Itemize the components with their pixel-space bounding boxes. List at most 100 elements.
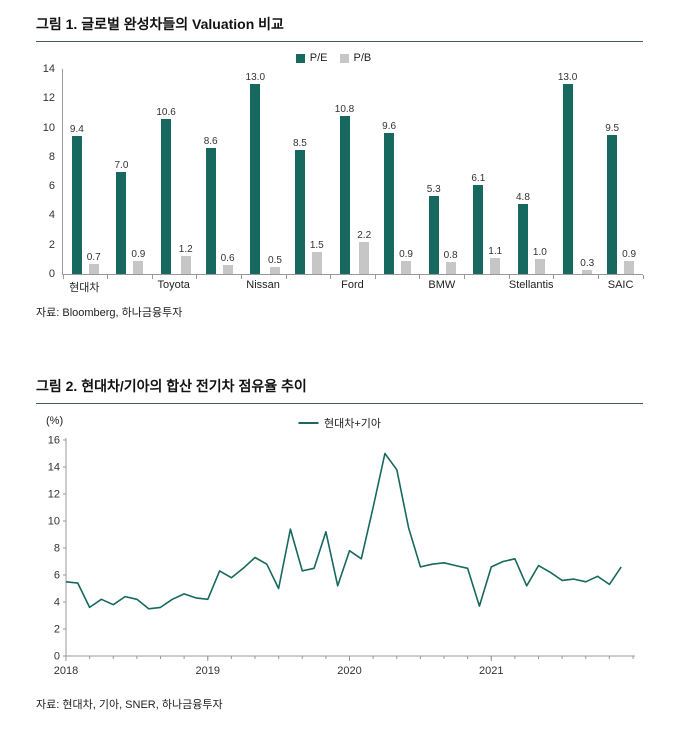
y-tick-label: 8 [54,543,60,555]
bar-value-label: 0.8 [443,250,458,262]
bar-column: 0.5 [268,255,282,274]
bar-value-label: 5.3 [426,184,441,196]
x-axis-tick [464,275,466,279]
bar-value-label: 0.7 [86,251,101,263]
pb-bar [88,263,99,274]
bar-column: 0.7 [87,252,101,274]
pe-bar [116,171,127,274]
x-axis-tick [107,275,109,279]
bar-value-label: 1.1 [488,245,503,257]
line-series [65,452,622,610]
x-tick-label: 2018 [54,665,78,677]
y-unit-label: (%) [46,415,64,427]
pb-bar [311,252,322,274]
pb-bar [133,260,144,274]
y-tick-label: 6 [48,180,55,193]
y-tick-label: 10 [42,121,55,134]
y-tick-label: 12 [48,489,60,501]
bar-group: 4.8 1.0 [509,69,554,274]
x-category-label [285,279,330,295]
bar-column: 1.2 [179,244,193,274]
y-tick-label: 14 [42,63,55,75]
pb-bar [534,259,545,274]
pb-bar [222,265,233,274]
pe-bar [517,203,528,274]
bar-column: 9.6 [382,121,396,274]
bar-group: 9.4 0.7 [63,69,108,274]
figure-2-section: 그림 2. 현대차/기아의 합산 전기차 점유율 추이 (%) 현대차+기아 0… [36,376,643,712]
x-category-label: 현대차 [69,282,100,294]
bar-column: 5.3 [427,184,441,274]
line-legend-label: 현대차+기아 [323,418,382,430]
bar-column: 6.1 [471,173,485,274]
bar-value-label: 1.0 [532,247,547,259]
y-tick-label: 6 [54,570,60,582]
bar-value-label: 9.4 [69,124,84,136]
bar-value-label: 8.5 [292,137,307,149]
bar-value-label: 0.3 [580,257,595,269]
bar-column: 9.4 [70,124,84,274]
bar-value-label: 9.6 [382,121,397,133]
figure-2-legend: 현대차+기아 [297,415,382,431]
figure-1-title: 그림 1. 글로벌 완성차들의 Valuation 비교 [36,14,643,42]
figure-1-plot-area: 0 2 4 6 8 10 12 14 9.4 0.7 7.0 0.9 10.6 1.2 8.6 0.6 13.… [36,63,644,280]
y-tick-label: 10 [48,516,60,528]
y-tick-label: 8 [48,150,55,163]
pb-bar [445,262,456,274]
report-page: 그림 1. 글로벌 완성차들의 Valuation 비교 P/E P/B 0 2 4… [36,14,644,712]
bar-group: 13.0 0.5 [241,69,286,274]
y-tick-label: 16 [48,435,60,447]
x-category-label: Stellantis [508,279,554,291]
x-category-label: BMW [428,279,456,291]
bar-column: 2.2 [357,230,371,274]
x-category-label [464,279,509,295]
figure-1-chart: P/E P/B 0 2 4 6 8 10 12 14 9.4 0.7 7.0 0.9 10.6 1.2 8… [36,50,644,295]
y-tick-label: 0 [48,268,55,280]
bar-value-label: 0.9 [622,248,637,260]
bar-column: 1.0 [533,247,547,274]
y-tick-label: 2 [54,624,60,636]
x-tick-label: 2020 [337,665,361,677]
bar-value-label: 4.8 [515,191,530,203]
pb-legend-label: P/B [353,52,372,64]
bar-column: 10.8 [335,104,354,274]
figure-2-header: (%) 현대차+기아 [36,412,643,432]
figure-1-plot: 9.4 0.7 7.0 0.9 10.6 1.2 8.6 0.6 13.0 0.5 8.5 1.5 10… [62,69,644,279]
x-category-label: Nissan [246,279,280,291]
x-axis-tick [285,275,287,279]
pe-legend-swatch [295,53,305,63]
bar-value-label: 8.6 [203,136,218,148]
pe-bar [473,184,484,274]
pe-bar [71,136,82,274]
bar-group: 5.3 0.8 [420,69,465,274]
pb-legend-swatch [339,53,349,63]
bar-value-label: 6.1 [471,172,486,184]
bar-column: 0.9 [131,249,145,274]
bar-column: 13.0 [558,72,577,274]
x-category-label: Ford [341,279,364,291]
pe-bar [384,133,395,274]
pb-bar [180,256,191,274]
x-category-label: SAIC [607,279,634,291]
bar-column: 9.5 [605,123,619,274]
pb-bar [582,269,593,274]
x-category-label [107,279,152,295]
bar-column: 13.0 [246,72,265,274]
y-tick-label: 12 [42,92,55,105]
pe-bar [294,149,305,274]
bar-value-label: 7.0 [114,159,129,171]
y-tick-label: 0 [54,651,60,663]
bar-column: 0.6 [221,253,235,274]
bar-group: 9.5 0.9 [598,69,643,274]
x-axis-tick [597,275,599,279]
x-category-label [375,279,420,295]
pe-bar [428,196,439,274]
bar-value-label: 13.0 [557,71,578,83]
x-category-label [554,279,599,295]
x-axis-tick [642,275,644,279]
pe-bar [607,134,618,274]
x-axis-tick [240,275,242,279]
bar-column: 0.3 [580,258,594,274]
y-tick-label: 14 [48,462,60,474]
x-axis-tick [151,275,153,279]
